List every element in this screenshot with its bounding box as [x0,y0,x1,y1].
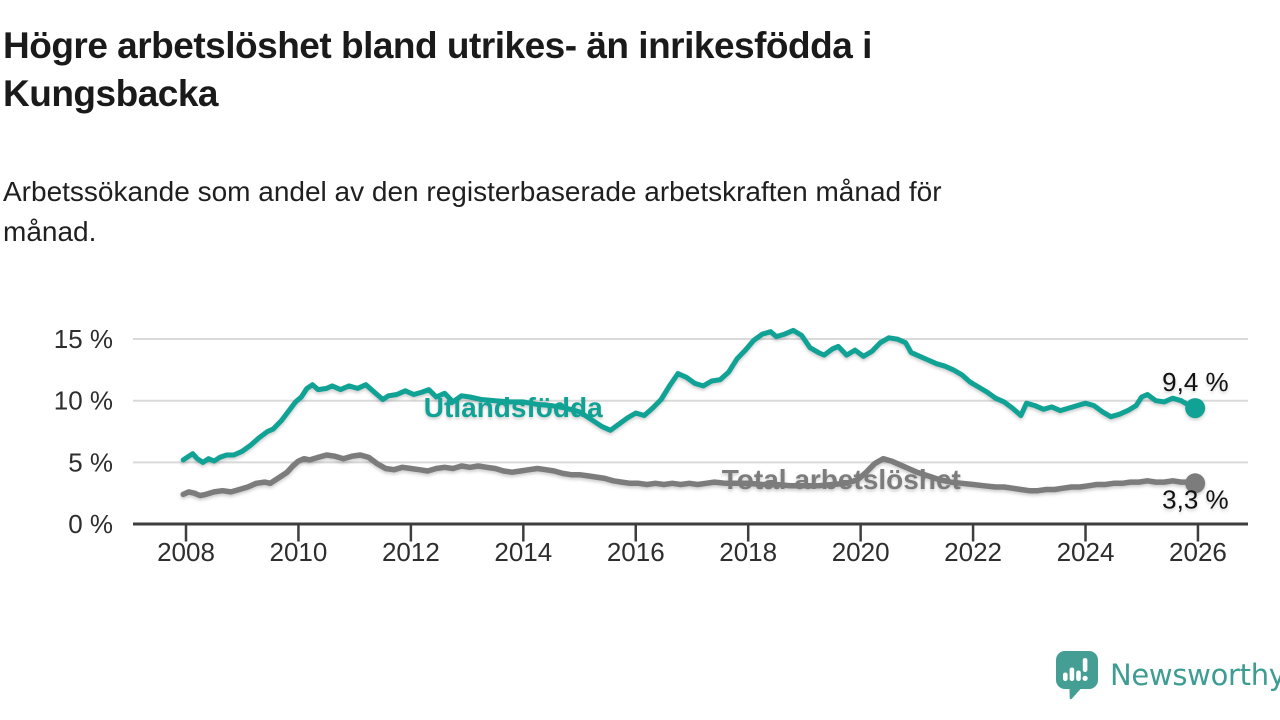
logo-exclamation-dot [1082,675,1088,681]
y-tick-label: 15 % [54,324,113,354]
page-subtitle-line-1: Arbetssökande som andel av den registerb… [3,176,942,207]
x-tick-label: 2010 [270,537,328,567]
series-label-total: Total arbetslöshet [722,464,961,495]
series-end-value-total: 3,3 % [1162,484,1229,514]
series-end-dot-utlandsfodda [1185,398,1206,419]
page-title-line-1: Högre arbetslöshet bland utrikes- än inr… [3,25,872,66]
logo-bar-3 [1076,670,1081,681]
footer-brand: Newsworthy [1053,650,1280,700]
x-tick-label: 2020 [832,537,890,567]
y-tick-label: 10 % [54,386,113,416]
x-tick-label: 2022 [944,537,1002,567]
x-tick-label: 2008 [157,537,215,567]
x-tick-label: 2016 [607,537,665,567]
brand-text: Newsworthy [1110,658,1280,692]
series-line-total [180,452,1198,499]
x-tick-label: 2024 [1057,537,1115,567]
series-group: Utlandsfödda 9,4 % Total arbetslöshet 3,3 % [180,327,1229,514]
series-line-utlandsfodda [180,327,1198,465]
series-end-dot-total [1185,473,1206,494]
x-tick-label: 2012 [382,537,440,567]
x-tick-label: 2014 [494,537,552,567]
series-end-value-utlandsfodda: 9,4 % [1162,367,1229,397]
x-tick-label: 2018 [719,537,777,567]
y-tick-label: 0 % [68,509,113,539]
logo-exclamation-bar [1082,658,1088,672]
x-tick-label: 2026 [1169,537,1227,567]
page-title: Högre arbetslöshet bland utrikes- än inr… [3,22,1153,118]
newsworthy-logo-icon [1056,651,1098,700]
y-tick-label: 5 % [68,447,113,477]
logo-bar-2 [1069,667,1075,681]
logo-bar-1 [1063,672,1068,681]
page-subtitle: Arbetssökande som andel av den registerb… [3,172,1203,252]
series-label-utlandsfodda: Utlandsfödda [424,392,603,423]
page-title-line-2: Kungsbacka [3,73,219,114]
page-subtitle-line-2: månad. [3,216,97,247]
